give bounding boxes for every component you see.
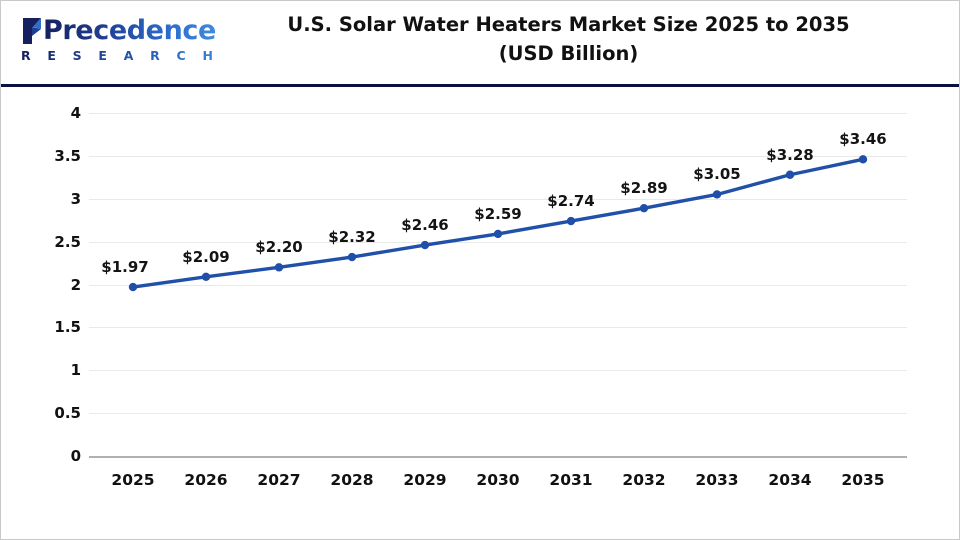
x-axis-tick-label: 2025 — [111, 471, 155, 489]
x-axis-tick-label: 2034 — [768, 471, 812, 489]
x-axis-tick-label: 2032 — [622, 471, 666, 489]
logo-wordmark: Precedence — [43, 15, 216, 46]
x-axis-tick-label: 2031 — [549, 471, 593, 489]
x-axis-tick-label: 2027 — [257, 471, 301, 489]
x-axis-tick-label: 2035 — [841, 471, 885, 489]
gridline — [89, 113, 907, 114]
data-point-label: $2.74 — [547, 192, 595, 211]
y-axis-tick-label: 0.5 — [54, 404, 81, 423]
data-point-label: $2.32 — [328, 228, 376, 247]
logo-subtext: R E S E A R C H — [21, 48, 220, 63]
data-point-label: $3.46 — [839, 130, 887, 149]
x-axis-tick-label: 2030 — [476, 471, 520, 489]
data-point-marker — [858, 155, 868, 164]
gridline — [89, 327, 907, 329]
data-point-label: $2.46 — [401, 216, 449, 235]
data-point-marker — [639, 203, 649, 213]
gridline — [89, 155, 907, 157]
x-axis-tick-label: 2029 — [403, 471, 447, 489]
data-point-label: $1.97 — [101, 258, 149, 277]
y-axis-tick-label: 0 — [70, 447, 81, 465]
data-point-marker — [712, 190, 722, 199]
data-point-marker — [493, 229, 503, 239]
gridline — [89, 370, 907, 372]
y-axis-tick-label: 3 — [70, 189, 81, 208]
x-axis-tick-label: 2033 — [695, 471, 739, 489]
precedence-research-logo: Precedence R E S E A R C H — [15, 15, 216, 67]
y-axis-tick-labels: 0 0.5 1 1.5 2 2.5 3 3.5 4 — [1, 104, 959, 465]
y-axis-tick-label: 3.5 — [54, 146, 81, 165]
y-axis-tick-label: 1.5 — [54, 318, 81, 337]
data-point-marker — [566, 216, 576, 226]
data-point-label: $2.09 — [182, 247, 230, 266]
gridlines-group — [89, 113, 907, 456]
y-axis-tick-label: 2.5 — [54, 232, 81, 251]
gridline — [89, 198, 907, 200]
x-axis-tick-label: 2028 — [330, 471, 374, 489]
gridline — [89, 241, 907, 243]
chart-header: Precedence R E S E A R C H U.S. Solar Wa… — [1, 1, 959, 87]
page-title-line-1: U.S. Solar Water Heaters Market Size 202… — [287, 13, 850, 36]
series-markers — [128, 155, 868, 292]
y-axis-tick-label: 1 — [70, 361, 81, 380]
data-point-marker — [785, 170, 795, 179]
data-point-label: $2.59 — [474, 204, 522, 223]
data-point-marker — [128, 282, 138, 292]
x-axis-tick-label: 2026 — [184, 471, 228, 489]
y-axis-tick-label: 4 — [70, 104, 81, 122]
chart-plot-area: 0 0.5 1 1.5 2 2.5 3 3.5 4 2025 2026 2027 2028 2029 20… — [1, 87, 959, 539]
data-point-marker — [274, 263, 284, 272]
data-point-label: $3.05 — [693, 165, 741, 184]
data-point-marker — [201, 272, 211, 281]
data-point-marker — [347, 252, 357, 262]
page-title-line-2: (USD Billion) — [498, 42, 639, 65]
data-point-label: $2.89 — [620, 179, 668, 198]
y-axis-tick-label: 2 — [70, 275, 81, 294]
x-axis-line — [89, 456, 907, 458]
precedence-p-mark-icon — [23, 18, 41, 44]
data-point-marker — [420, 240, 430, 250]
page-title: U.S. Solar Water Heaters Market Size 202… — [196, 10, 941, 68]
series-line — [131, 157, 865, 289]
series-line-svg — [128, 155, 868, 292]
gridline — [89, 413, 907, 415]
gridline — [89, 284, 907, 286]
data-point-label: $3.28 — [766, 145, 814, 164]
data-point-label: $2.20 — [255, 238, 303, 257]
